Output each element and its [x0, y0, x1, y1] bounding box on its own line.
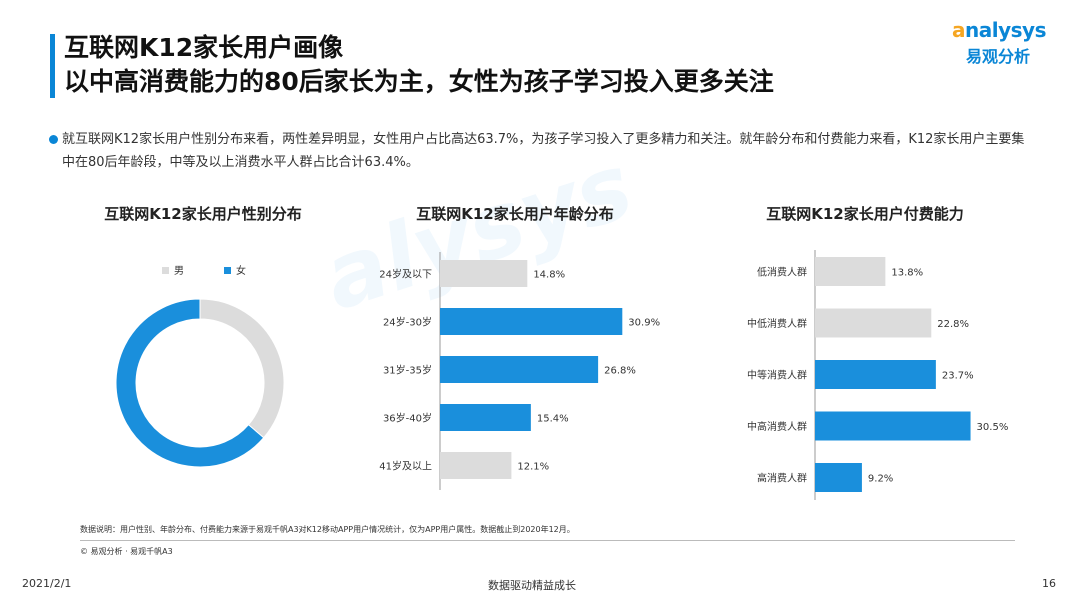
page-title: 互联网K12家长用户画像 以中高消费能力的80后家长为主，女性为孩子学习投入更多… [64, 31, 774, 99]
category-label: 中低消费人群 [747, 317, 807, 330]
bar [815, 308, 932, 338]
gender-donut-chart: 男女 [115, 264, 285, 468]
gender-chart-title: 互联网K12家长用户性别分布 [104, 205, 302, 223]
category-label: 低消费人群 [757, 266, 807, 279]
value-label: 26.8% [604, 366, 636, 377]
legend-label-1: 女 [236, 264, 246, 277]
value-label: 15.4% [537, 414, 569, 425]
category-label: 31岁-35岁 [383, 364, 432, 377]
age-chart-title: 互联网K12家长用户年龄分布 [416, 205, 614, 223]
donut-slice-1 [115, 298, 265, 468]
bullet-icon [49, 135, 58, 144]
title-line-1: 互联网K12家长用户画像 [64, 33, 344, 62]
summary: 就互联网K12家长用户性别分布来看，两性差异明显，女性用户占比高达63.7%，为… [49, 128, 1032, 174]
category-label: 高消费人群 [757, 472, 807, 485]
footer-date: 2021/2/1 [22, 577, 72, 590]
legend-swatch-1 [224, 267, 231, 274]
analysys-logo: analysys 易观分析 [952, 18, 1062, 68]
value-label: 30.9% [628, 318, 660, 329]
category-label: 24岁-30岁 [383, 316, 432, 329]
spending-bar-chart: 低消费人群 13.8% 中低消费人群 22.8% 中等消费人群 23.7% 中高消费人群 30… [747, 250, 1009, 500]
bar [815, 411, 971, 441]
logo-english: analysys [952, 18, 1046, 42]
age-bar-chart: 24岁及以下 14.8% 24岁-30岁 30.9% 31岁-35岁 26.8% 36岁-4… [379, 252, 660, 490]
summary-text: 就互联网K12家长用户性别分布来看，两性差异明显，女性用户占比高达63.7%，为… [62, 132, 1025, 170]
title-line-2: 以中高消费能力的80后家长为主，女性为孩子学习投入更多关注 [64, 67, 774, 96]
category-label: 24岁及以下 [379, 268, 432, 281]
bar [815, 257, 886, 286]
category-label: 中高消费人群 [747, 420, 807, 433]
value-label: 30.5% [977, 422, 1009, 433]
legend-label-0: 男 [174, 265, 184, 277]
logo-chinese: 易观分析 [966, 47, 1031, 66]
bar [440, 356, 599, 383]
value-label: 22.8% [937, 319, 969, 330]
donut-slice-0 [199, 298, 285, 439]
value-label: 23.7% [942, 371, 974, 382]
value-label: 9.2% [868, 474, 893, 485]
page-number: 16 [1042, 577, 1056, 590]
bar [440, 260, 528, 287]
footer-slogan: 数据驱动精益成长 [488, 579, 576, 592]
title-accent-bar [50, 34, 55, 98]
value-label: 12.1% [517, 462, 549, 473]
divider [80, 540, 1015, 541]
spending-chart-title: 互联网K12家长用户付费能力 [766, 205, 964, 223]
category-label: 中等消费人群 [747, 369, 807, 382]
source-text: © 易观分析 · 易观千帆A3 [80, 547, 173, 556]
legend-swatch-0 [162, 267, 169, 274]
category-label: 41岁及以上 [379, 460, 432, 473]
bar [815, 463, 862, 492]
bar [440, 404, 531, 431]
bar [815, 360, 936, 389]
value-label: 14.8% [533, 270, 565, 281]
bar [440, 452, 512, 479]
category-label: 36岁-40岁 [383, 412, 432, 425]
bar [440, 308, 623, 335]
value-label: 13.8% [891, 268, 923, 279]
data-note: 数据说明：用户性别、年龄分布、付费能力来源于易观千帆A3对K12移动APP用户情… [80, 525, 575, 534]
